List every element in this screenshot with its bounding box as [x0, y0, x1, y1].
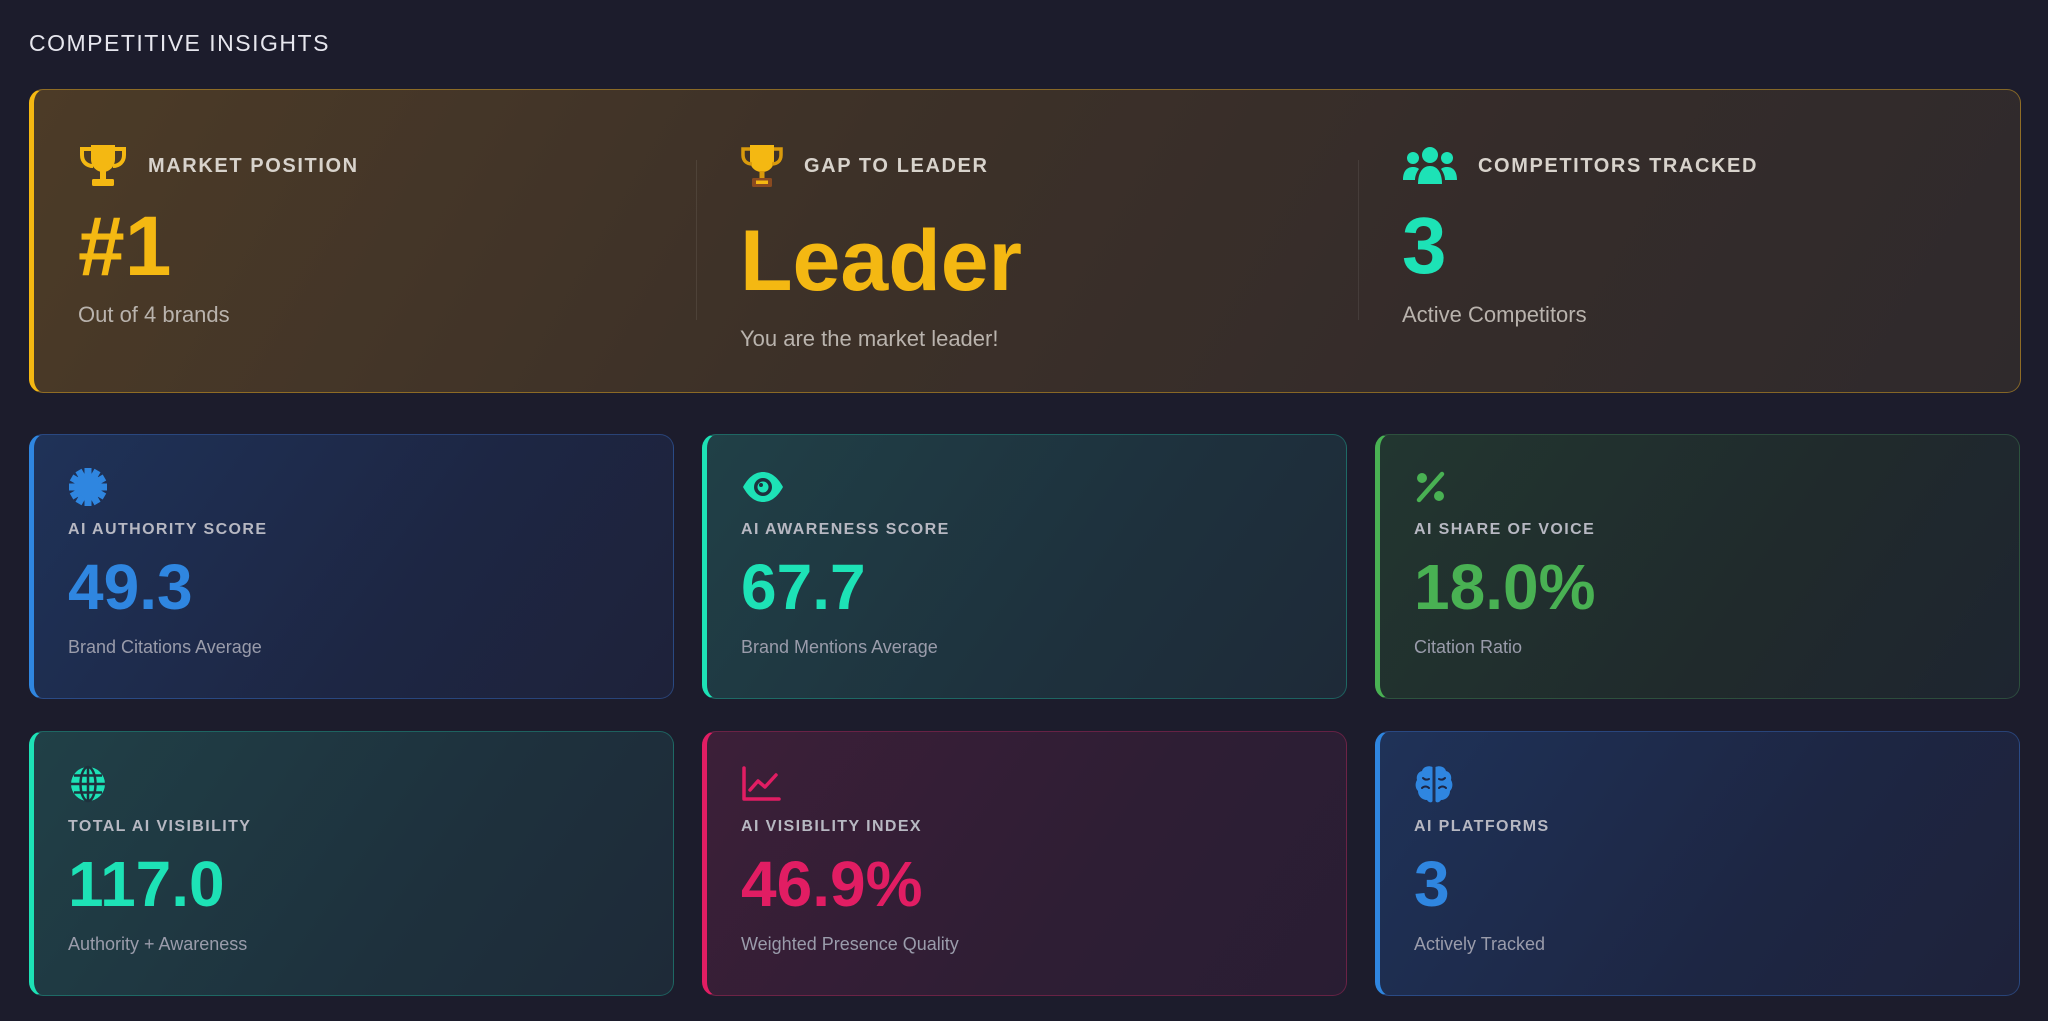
insights-panel: MARKET POSITION #1 Out of 4 brands GA	[29, 89, 2021, 393]
card-value: 46.9%	[741, 848, 923, 920]
insight-competitors-tracked: COMPETITORS TRACKED 3 Active Competitors	[1358, 90, 2020, 392]
section-title: COMPETITIVE INSIGHTS	[29, 30, 330, 56]
card-subtitle: Authority + Awareness	[68, 934, 248, 954]
insight-gap-to-leader: GAP TO LEADER Leader You are the market …	[696, 90, 1358, 392]
globe-icon	[68, 762, 673, 806]
brain-icon	[1414, 762, 2019, 806]
card-ai-share-of-voice: AI SHARE OF VOICE 18.0% Citation Ratio	[1375, 434, 2020, 699]
card-label: AI PLATFORMS	[1414, 818, 1550, 835]
card-subtitle: Weighted Presence Quality	[741, 934, 959, 954]
card-value: 67.7	[741, 551, 866, 623]
card-subtitle: Actively Tracked	[1414, 934, 1546, 954]
market-position-subtitle: Out of 4 brands	[78, 302, 230, 327]
card-label: AI AUTHORITY SCORE	[68, 521, 268, 538]
card-label: TOTAL AI VISIBILITY	[68, 818, 252, 835]
insight-market-position: MARKET POSITION #1 Out of 4 brands	[34, 90, 696, 392]
market-position-value: #1	[78, 199, 172, 293]
card-subtitle: Citation Ratio	[1414, 637, 1523, 657]
card-ai-platforms: AI PLATFORMS 3 Actively Tracked	[1375, 731, 2020, 996]
trophy-emoji-icon	[740, 143, 784, 189]
card-ai-authority-score: AI AUTHORITY SCORE 49.3 Brand Citations …	[29, 434, 674, 699]
competitors-tracked-value: 3	[1402, 201, 1447, 290]
card-label: AI AWARENESS SCORE	[741, 521, 950, 538]
card-value: 18.0%	[1414, 551, 1596, 623]
gap-to-leader-value: Leader	[740, 213, 1023, 309]
card-subtitle: Brand Mentions Average	[741, 637, 938, 657]
eye-icon	[741, 465, 1346, 509]
insight-label: GAP TO LEADER	[804, 154, 989, 177]
card-ai-visibility-index: AI VISIBILITY INDEX 46.9% Weighted Prese…	[702, 731, 1347, 996]
card-value: 117.0	[68, 848, 225, 920]
card-value: 3	[1414, 848, 1450, 920]
gap-to-leader-subtitle: You are the market leader!	[740, 326, 999, 351]
card-total-ai-visibility: TOTAL AI VISIBILITY 117.0 Authority + Aw…	[29, 731, 674, 996]
card-ai-awareness-score: AI AWARENESS SCORE 67.7 Brand Mentions A…	[702, 434, 1347, 699]
card-label: AI VISIBILITY INDEX	[741, 818, 922, 835]
trophy-icon	[78, 143, 128, 189]
card-label: AI SHARE OF VOICE	[1414, 521, 1596, 538]
card-value: 49.3	[68, 551, 193, 623]
badge-icon	[68, 465, 673, 509]
card-subtitle: Brand Citations Average	[68, 637, 262, 657]
insight-label: COMPETITORS TRACKED	[1478, 154, 1759, 177]
competitors-tracked-subtitle: Active Competitors	[1402, 302, 1587, 327]
chart-line-icon	[741, 762, 1346, 806]
users-icon	[1402, 144, 1458, 188]
insight-label: MARKET POSITION	[148, 154, 359, 177]
percent-icon	[1414, 465, 2019, 509]
